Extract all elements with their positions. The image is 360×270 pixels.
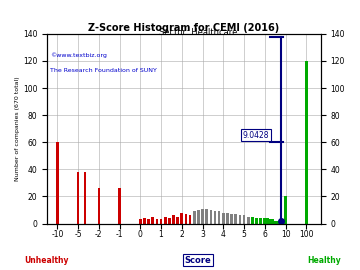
- Bar: [118, 188, 121, 224]
- Bar: [280, 221, 283, 224]
- Bar: [168, 218, 171, 224]
- Bar: [201, 209, 204, 224]
- Bar: [197, 210, 200, 224]
- Bar: [56, 142, 59, 224]
- Bar: [274, 221, 276, 224]
- Bar: [247, 217, 249, 224]
- Bar: [273, 221, 275, 224]
- Bar: [226, 213, 229, 224]
- Bar: [271, 220, 273, 224]
- Bar: [98, 188, 100, 224]
- Bar: [143, 218, 146, 224]
- Bar: [284, 197, 287, 224]
- Text: Score: Score: [185, 256, 211, 265]
- Bar: [305, 61, 307, 224]
- Bar: [266, 218, 268, 224]
- Bar: [269, 220, 271, 224]
- Bar: [205, 209, 208, 224]
- Bar: [189, 215, 192, 224]
- Bar: [255, 218, 258, 224]
- Bar: [210, 210, 212, 224]
- Text: Unhealthy: Unhealthy: [24, 256, 69, 265]
- Bar: [264, 218, 266, 224]
- Bar: [77, 172, 80, 224]
- Text: 9.0428: 9.0428: [243, 131, 269, 140]
- Bar: [275, 221, 278, 224]
- Bar: [218, 211, 220, 224]
- Y-axis label: Number of companies (670 total): Number of companies (670 total): [15, 76, 20, 181]
- Bar: [84, 172, 86, 224]
- Bar: [281, 221, 284, 224]
- Bar: [172, 215, 175, 224]
- Bar: [278, 221, 281, 224]
- Bar: [251, 217, 254, 224]
- Text: The Research Foundation of SUNY: The Research Foundation of SUNY: [50, 68, 157, 73]
- Bar: [152, 217, 154, 224]
- Bar: [222, 213, 225, 224]
- Bar: [156, 220, 158, 224]
- Title: Z-Score Histogram for CEMI (2016): Z-Score Histogram for CEMI (2016): [88, 23, 279, 33]
- Bar: [176, 217, 179, 224]
- Bar: [272, 220, 274, 224]
- Bar: [305, 218, 307, 224]
- Bar: [279, 221, 282, 224]
- Bar: [160, 220, 162, 224]
- Bar: [277, 221, 280, 224]
- Bar: [259, 218, 262, 224]
- Bar: [243, 215, 246, 224]
- Bar: [213, 211, 216, 224]
- Text: Sector: Healthcare: Sector: Healthcare: [159, 28, 237, 37]
- Bar: [139, 220, 142, 224]
- Bar: [239, 215, 241, 224]
- Bar: [282, 221, 285, 224]
- Bar: [265, 218, 267, 224]
- Bar: [185, 214, 187, 224]
- Text: ©www.textbiz.org: ©www.textbiz.org: [50, 53, 107, 59]
- Bar: [180, 213, 183, 224]
- Bar: [266, 218, 269, 224]
- Bar: [147, 220, 150, 224]
- Bar: [283, 221, 286, 224]
- Bar: [267, 220, 270, 224]
- Bar: [270, 220, 273, 224]
- Bar: [276, 221, 279, 224]
- Bar: [234, 214, 237, 224]
- Text: Healthy: Healthy: [307, 256, 341, 265]
- Bar: [164, 217, 167, 224]
- Bar: [193, 211, 195, 224]
- Bar: [230, 214, 233, 224]
